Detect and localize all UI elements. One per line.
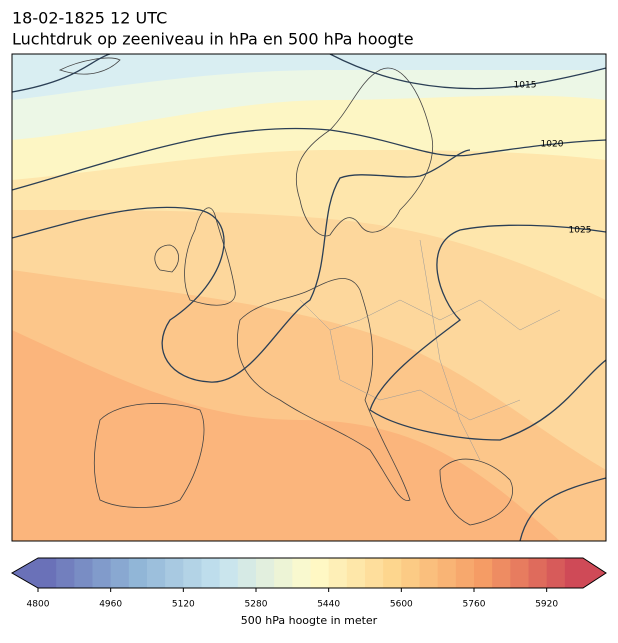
colorbar-box	[128, 558, 148, 588]
colorbar-box	[564, 558, 584, 588]
colorbar-box	[383, 558, 402, 588]
colorbar-box	[528, 558, 548, 588]
colorbar-tick-label: 5280	[245, 600, 268, 610]
colorbar-tick-label: 5920	[535, 600, 558, 610]
colorbar-tick-label: 4800	[27, 600, 50, 610]
colorbar: 4800 4960 5120 5280 5440 5600 5760 5920	[10, 557, 607, 610]
colorbar-tick-label: 5120	[172, 600, 195, 610]
colorbar-box	[74, 558, 93, 588]
borders	[299, 239, 561, 461]
subtitle: Luchtdruk op zeeniveau in hPa en 500 hPa…	[12, 30, 414, 49]
colorbar-extend-high	[583, 558, 606, 588]
colorbar-tick-label: 4960	[99, 600, 122, 610]
colorbar-extend-low	[12, 558, 38, 588]
colorbar-box	[56, 558, 75, 588]
isobars	[12, 54, 606, 541]
colorbar-box	[219, 558, 239, 588]
colorbar-box	[437, 558, 457, 588]
colorbar-box	[419, 558, 439, 588]
colorbar-box	[474, 558, 493, 588]
colorbar-box	[165, 558, 184, 588]
colorbar-tick-label: 5760	[463, 600, 486, 610]
colorbar-box	[147, 558, 166, 588]
colorbar-box	[256, 558, 275, 588]
colorbar-box	[237, 558, 257, 588]
map: 1015 1020 1025	[12, 54, 606, 541]
colorbar-box	[346, 558, 366, 588]
colorbar-tick-label: 5440	[317, 600, 340, 610]
map-frame	[11, 53, 607, 542]
colorbar-box	[401, 558, 420, 588]
colorbar-box	[38, 558, 57, 588]
title: 18-02-1825 12 UTC	[12, 9, 167, 28]
colorbar-box	[365, 558, 384, 588]
colorbar-box	[92, 558, 112, 588]
colorbar-box	[110, 558, 130, 588]
colorbar-outline	[10, 557, 607, 589]
colorbar-box	[183, 558, 202, 588]
colorbar-box	[274, 558, 293, 588]
colorbar-box	[510, 558, 529, 588]
isobar-label: 1020	[541, 140, 564, 150]
colorbar-box	[455, 558, 475, 588]
colorbar-box	[310, 558, 330, 588]
colorbar-box	[328, 558, 348, 588]
height-band	[12, 54, 606, 100]
colorbar-box	[492, 558, 511, 588]
colorbar-tick-label: 5600	[390, 600, 413, 610]
colorbar-box	[292, 558, 311, 588]
coastlines	[58, 57, 513, 526]
colorbar-box	[201, 558, 221, 588]
colorbar-label: 500 hPa hoogte in meter	[241, 614, 378, 627]
isobar-label: 1015	[514, 81, 537, 91]
colorbar-box	[546, 558, 566, 588]
isobar-label: 1025	[569, 226, 592, 236]
